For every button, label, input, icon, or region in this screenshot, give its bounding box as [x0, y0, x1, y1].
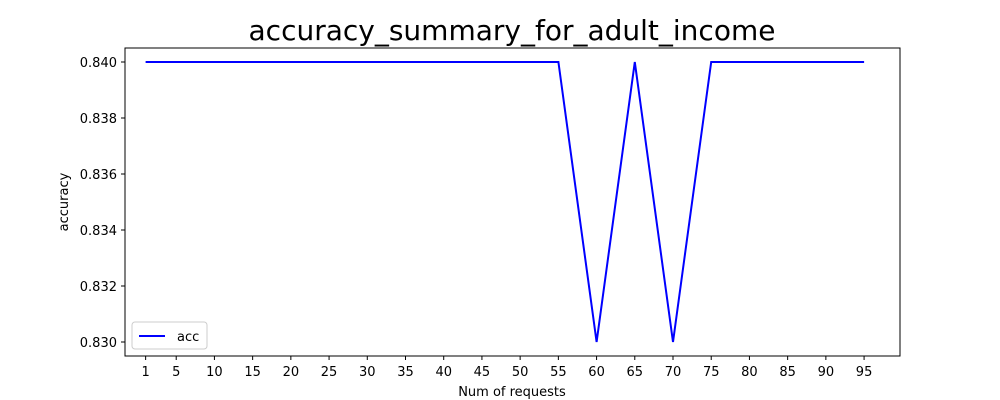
y-tick-label: 0.836 — [80, 168, 117, 183]
x-tick-label: 40 — [435, 365, 452, 380]
x-tick-label: 10 — [206, 365, 223, 380]
x-tick-label: 35 — [397, 365, 414, 380]
series-line-acc — [145, 61, 865, 343]
x-tick-label: 30 — [359, 365, 376, 380]
y-tick-label: 0.832 — [80, 280, 117, 295]
x-tick-label: 65 — [627, 365, 644, 380]
y-axis-label: accuracy — [57, 172, 72, 231]
x-tick-label: 5 — [172, 365, 180, 380]
y-tick-label: 0.834 — [80, 224, 117, 239]
x-tick-label: 55 — [550, 365, 567, 380]
legend-label-acc: acc — [177, 330, 199, 345]
y-tick-label: 0.840 — [80, 56, 117, 71]
x-axis-label: Num of requests — [458, 385, 566, 400]
x-axis: 1 5 10 15 20 25 30 35 40 45 50 55 60 65 70 75 80 85 90 95 — [141, 356, 872, 380]
x-tick-label: 85 — [779, 365, 796, 380]
plot-area — [124, 47, 901, 357]
chart-title: accuracy_summary_for_adult_income — [249, 14, 776, 47]
legend: acc — [131, 321, 208, 350]
series-layer — [145, 61, 865, 343]
x-tick-label: 95 — [856, 365, 873, 380]
y-tick-label: 0.830 — [80, 336, 117, 351]
x-tick-label: 60 — [588, 365, 605, 380]
x-tick-label: 45 — [474, 365, 491, 380]
x-tick-label: 1 — [141, 365, 149, 380]
x-tick-label: 15 — [244, 365, 261, 380]
x-tick-label: 80 — [741, 365, 758, 380]
y-tick-label: 0.838 — [80, 112, 117, 127]
x-tick-label: 20 — [283, 365, 300, 380]
x-tick-label: 90 — [818, 365, 835, 380]
x-tick-label: 70 — [665, 365, 682, 380]
x-tick-label: 50 — [512, 365, 529, 380]
y-axis: 0.830 0.832 0.834 0.836 0.838 0.840 — [80, 56, 125, 351]
x-tick-label: 25 — [321, 365, 338, 380]
x-tick-label: 75 — [703, 365, 720, 380]
legend-box — [131, 321, 208, 350]
